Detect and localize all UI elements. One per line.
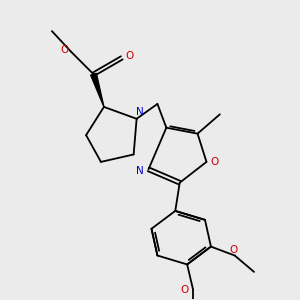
Text: N: N	[136, 166, 144, 176]
Text: O: O	[229, 244, 237, 255]
Text: N: N	[136, 107, 143, 117]
Polygon shape	[91, 73, 104, 107]
Text: O: O	[211, 157, 219, 167]
Text: O: O	[181, 285, 189, 295]
Text: O: O	[61, 44, 69, 55]
Text: O: O	[125, 51, 133, 62]
